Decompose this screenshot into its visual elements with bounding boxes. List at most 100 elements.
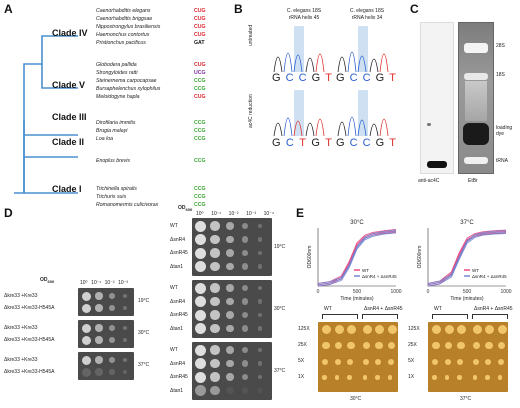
codon-label: CCG [194, 194, 206, 200]
yeast-spot [226, 324, 234, 333]
band-trna [464, 157, 488, 164]
yeast-spot [257, 250, 263, 256]
x-axis-label: Time (minutes) [450, 296, 483, 302]
colony-spot [375, 358, 381, 365]
yeast-spot [226, 346, 234, 354]
colony-spot [444, 325, 454, 334]
colony-spot [497, 341, 505, 350]
yeast-spot [257, 388, 263, 393]
colony-spot [362, 358, 369, 365]
codon-label: CCG [194, 78, 206, 84]
x-tick-label: 500 [463, 289, 472, 295]
d-right-dilutions: 10⁰ 10⁻¹ 10⁻² 10⁻³ 10⁻⁴ [196, 211, 274, 217]
strain-label: Δkre33 +Kre33-H545A [4, 369, 55, 375]
yeast-spot [257, 374, 263, 380]
legend-label: WT [362, 268, 369, 273]
group-label: ΔsnR4 + ΔsnR45 [364, 306, 403, 312]
yeast-spot [122, 337, 128, 343]
yeast-spot [109, 293, 115, 299]
codon-label: UCG [194, 70, 206, 76]
colony-spot [334, 325, 344, 334]
species-name: Brugia malayi [96, 128, 128, 134]
yeast-spot [241, 263, 249, 270]
base: G [311, 137, 320, 149]
yeast-spot [194, 309, 206, 321]
yeast-spot [226, 222, 234, 230]
yeast-spot [122, 293, 128, 299]
base: C [349, 137, 358, 149]
dilution: 10⁻³ [246, 211, 257, 217]
yeast-spot [226, 386, 234, 395]
yeast-spot [257, 264, 263, 269]
species-name: Strongyloides ratti [96, 70, 138, 76]
codon-label: CCG [194, 120, 206, 126]
yeast-spot [257, 285, 263, 291]
gel-etbr [458, 22, 494, 174]
codon-label: CCG [194, 158, 206, 164]
series-line [427, 230, 507, 284]
yeast-spot [81, 323, 91, 333]
codon-label: CCG [194, 186, 206, 192]
x-tick-label: 500 [353, 289, 362, 295]
codon-label: CCG [194, 202, 206, 208]
strain-label: WT [170, 347, 178, 353]
base: G [336, 137, 345, 149]
strain-label: Δtan1 [170, 325, 184, 332]
od-sub: 600 [47, 279, 55, 284]
yeast-plate [428, 322, 508, 392]
lane1-label: anti-ac4C [418, 178, 440, 184]
strain-label: WT [170, 285, 178, 291]
colony-spot [347, 341, 355, 350]
colony-spot [444, 341, 452, 350]
seq-top-right: G C C G T [336, 72, 396, 84]
group-bracket [362, 314, 398, 319]
group-bracket [472, 314, 508, 319]
colony-spot [375, 341, 383, 350]
series-line [317, 229, 397, 284]
yeast-spot [194, 358, 206, 369]
clade-iv-label: Clade IV [52, 28, 88, 38]
panel-b-label: B [234, 2, 243, 16]
base: G [272, 72, 281, 84]
band-trna-label: tRNA [496, 158, 508, 164]
b-col1-title-l2: rRNA helix 45 [288, 15, 320, 21]
colony-spot [387, 341, 395, 350]
species-name: Trichinella spiralis [96, 186, 137, 192]
yeast-spot [241, 298, 249, 305]
colony-spot [472, 341, 480, 350]
yeast-spot [122, 357, 128, 363]
d-left-od: OD600 [40, 277, 54, 284]
yeast-spot [257, 312, 263, 318]
colony-spot [432, 325, 441, 334]
yeast-spot [241, 311, 249, 319]
yeast-spot [122, 369, 128, 375]
species-name: Bursaphelenchus xylophilus [96, 86, 161, 92]
colony-spot [457, 375, 462, 380]
yeast-spot [194, 371, 206, 383]
dilution: 10⁰ [80, 280, 88, 286]
species-name: Enoplus brevis [96, 158, 131, 164]
yeast-spot [210, 261, 220, 272]
panel-e-label: E [296, 206, 305, 220]
codon-label: CCG [194, 128, 206, 134]
codon-label: CUG [194, 16, 206, 22]
yeast-spot [194, 261, 206, 272]
dilution: 10⁻² [104, 280, 115, 286]
dilution-row-label: 1X [408, 374, 415, 380]
colony-spot [387, 358, 394, 365]
yeast-spot [241, 373, 249, 381]
faint-smear [427, 123, 431, 126]
dilution: 10⁰ [196, 211, 204, 217]
strain-label: WT [170, 223, 178, 229]
colony-spot [472, 325, 482, 334]
yeast-spot [95, 368, 103, 376]
yeast-spot [241, 284, 249, 292]
series-line [427, 233, 507, 287]
seq-bot-right: G C C G T [336, 137, 396, 149]
colony-spot [347, 358, 353, 365]
codon-label: CUG [194, 8, 206, 14]
yeast-spot [122, 325, 128, 331]
base: T [325, 72, 332, 84]
yeast-spot [95, 324, 103, 332]
yeast-plate [318, 322, 398, 392]
